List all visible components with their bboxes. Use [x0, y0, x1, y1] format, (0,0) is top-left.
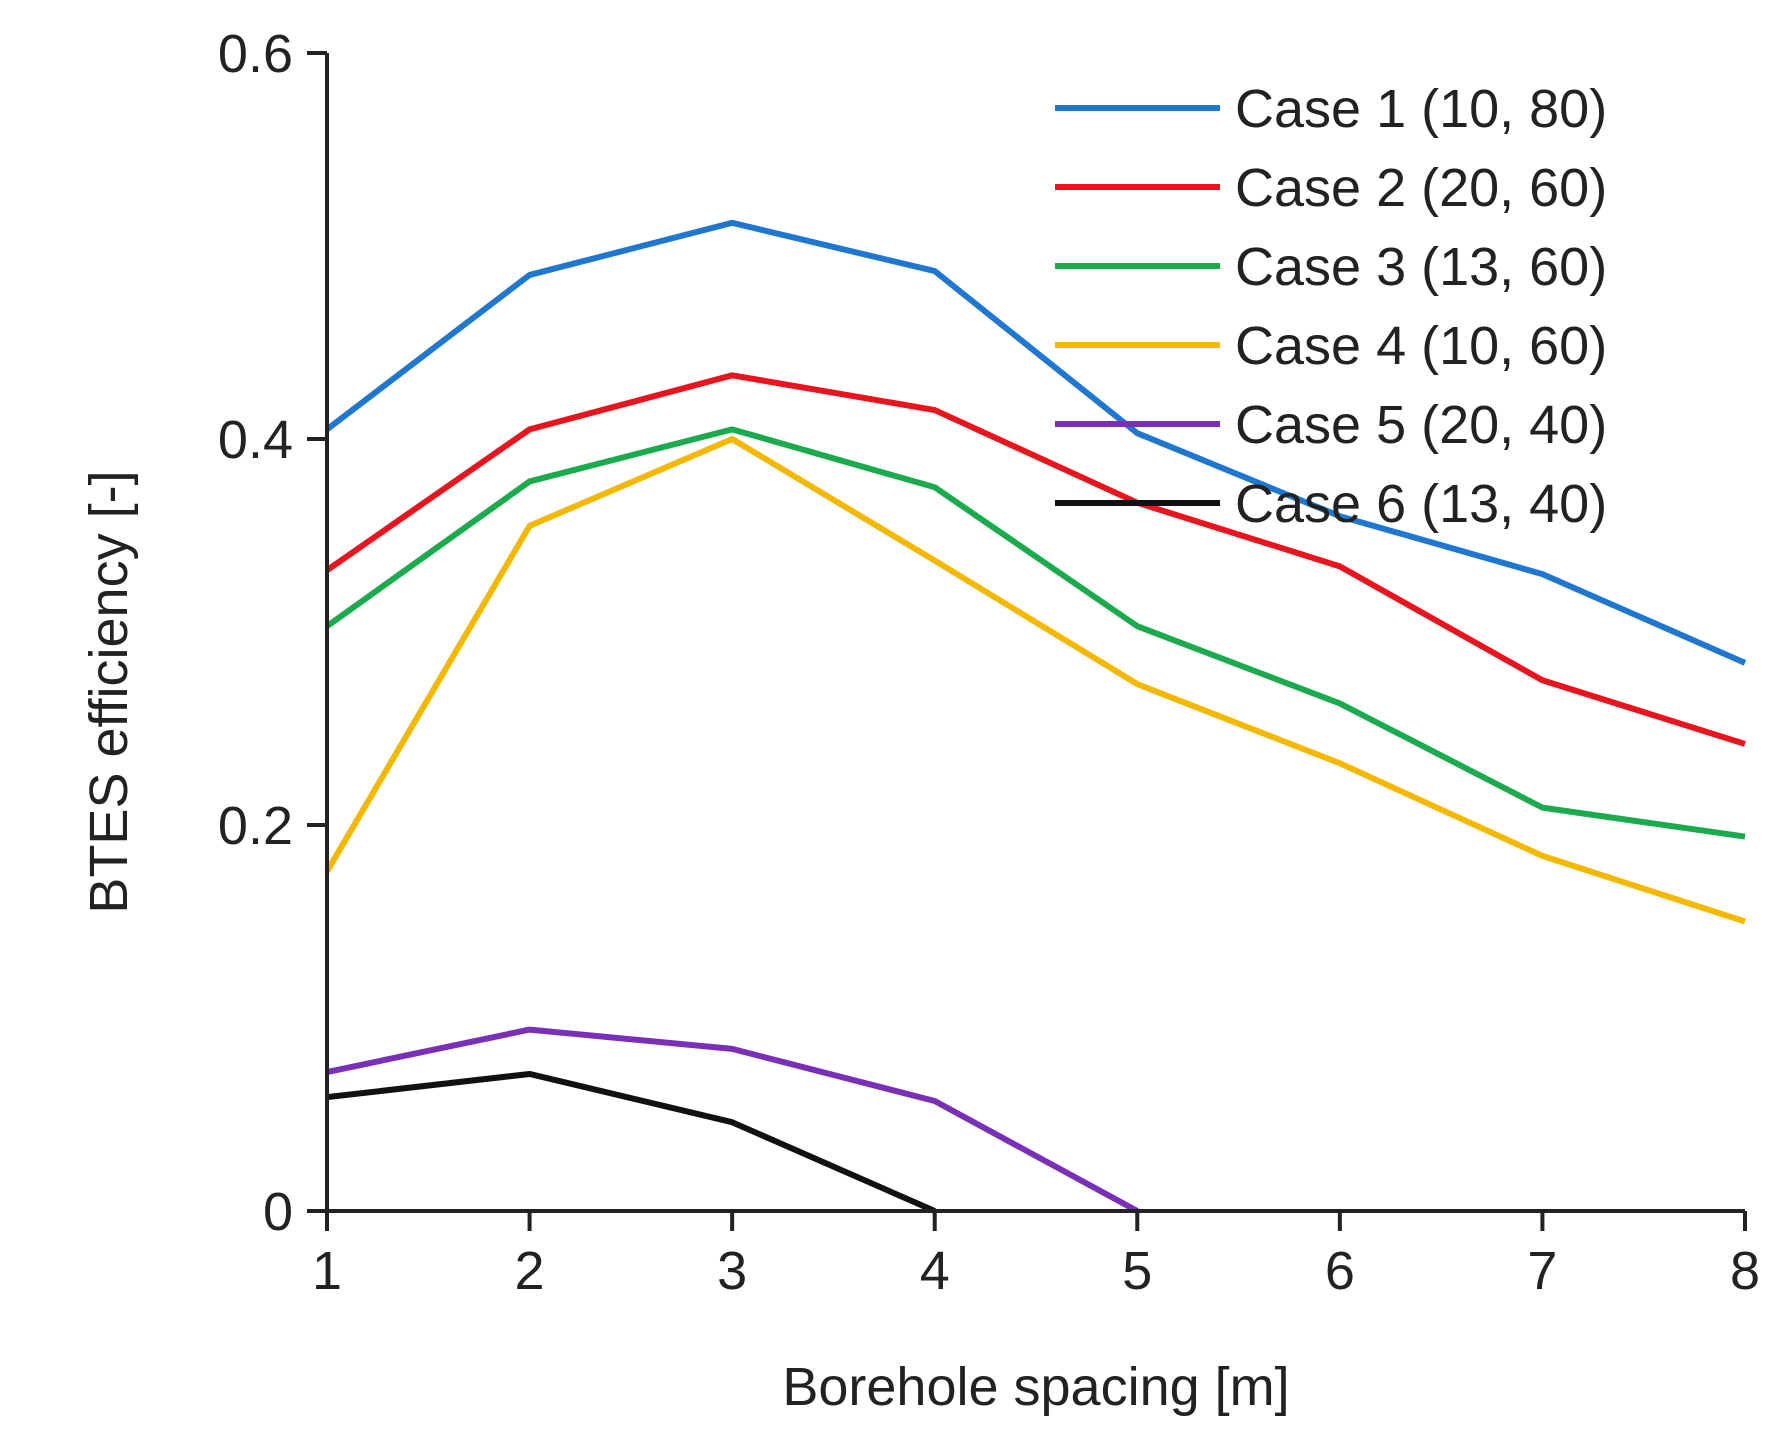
series-line-case-6 — [326, 1070, 936, 1214]
legend-label: Case 5 (20, 40) — [1235, 395, 1607, 455]
x-axis-title: Borehole spacing [m] — [782, 1357, 1289, 1417]
x-tick-label: 1 — [312, 1241, 342, 1301]
legend-label: Case 1 (10, 80) — [1235, 79, 1607, 139]
legend-label: Case 4 (10, 60) — [1235, 316, 1607, 376]
series-line-case-1 — [325, 219, 1747, 666]
x-tick-label: 5 — [1122, 1241, 1152, 1301]
x-tick-label: 8 — [1730, 1241, 1760, 1301]
legend-item: Case 2 (20, 60) — [1055, 158, 1607, 218]
series-line-case-4 — [324, 436, 1746, 925]
series-layer — [324, 219, 1747, 1214]
legend-item: Case 5 (20, 40) — [1055, 395, 1607, 455]
legend: Case 1 (10, 80) Case 2 (20, 60) Case 3 (13… — [1055, 79, 1607, 534]
axes-layer — [325, 53, 1745, 1213]
legend-label: Case 2 (20, 60) — [1235, 158, 1607, 218]
series-line-case-2 — [325, 372, 1746, 747]
y-axis-title: BTES efficiency [-] — [79, 470, 139, 913]
y-tick-label: 0.6 — [218, 24, 293, 84]
series-line-case-5 — [326, 1026, 1139, 1214]
y-tick-label: 0 — [263, 1182, 293, 1242]
ticks-layer: 0 0.2 0.4 0.6 1 2 3 4 5 6 7 8 — [218, 24, 1760, 1301]
y-tick-label: 0.2 — [218, 796, 293, 856]
x-tick-label: 2 — [515, 1241, 545, 1301]
series-line-case-3 — [325, 426, 1746, 840]
legend-item: Case 3 (13, 60) — [1055, 237, 1607, 297]
legend-label: Case 3 (13, 60) — [1235, 237, 1607, 297]
legend-item: Case 1 (10, 80) — [1055, 79, 1607, 139]
legend-item: Case 4 (10, 60) — [1055, 316, 1607, 376]
x-tick-label: 4 — [920, 1241, 950, 1301]
legend-item: Case 6 (13, 40) — [1055, 474, 1607, 534]
x-tick-label: 7 — [1527, 1241, 1557, 1301]
y-tick-label: 0.4 — [218, 410, 293, 470]
legend-label: Case 6 (13, 40) — [1235, 474, 1607, 534]
x-tick-label: 3 — [717, 1241, 747, 1301]
x-tick-label: 6 — [1325, 1241, 1355, 1301]
